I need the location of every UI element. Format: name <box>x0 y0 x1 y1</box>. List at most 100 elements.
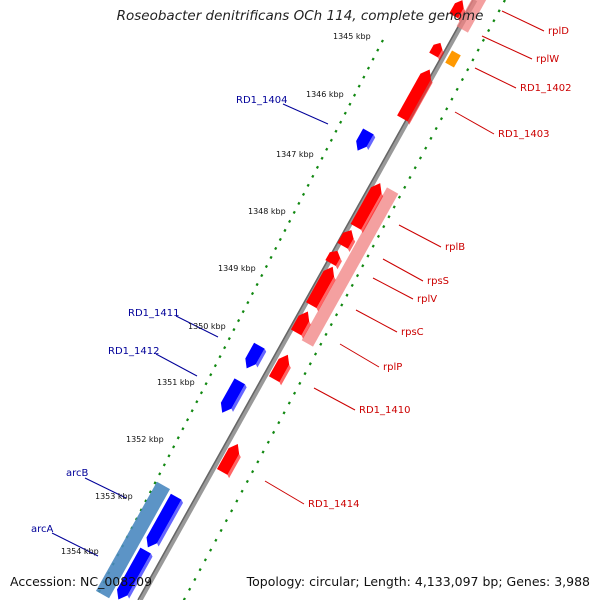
tick-mark <box>471 58 475 62</box>
gene-label-rplD: rplD <box>548 26 569 37</box>
tick-mark <box>382 224 386 229</box>
tick-mark <box>376 48 380 52</box>
gene-RD1_1414 <box>216 444 240 475</box>
gene-RD1_1402 <box>445 50 461 68</box>
tick-mark <box>230 509 234 513</box>
gene-rplD-shade <box>457 8 466 22</box>
gene-label-RD1_1404: RD1_1404 <box>236 95 287 106</box>
tick-mark <box>445 107 449 111</box>
leader-line <box>474 67 517 89</box>
tick-mark <box>195 400 199 404</box>
tick-mark <box>366 66 371 70</box>
tick-mark <box>172 445 176 449</box>
tick-mark <box>292 210 296 215</box>
tick-mark <box>188 587 192 591</box>
tick-mark <box>144 499 148 503</box>
leader-line <box>454 111 495 135</box>
tick-mark <box>366 254 370 258</box>
tick-mark <box>288 219 292 224</box>
ruler-label: 1353 kbp <box>95 492 133 501</box>
gene-RD1_1410 <box>268 354 290 383</box>
tick-mark <box>223 346 227 350</box>
gene-RD1_1403-shade <box>407 79 433 125</box>
tick-mark <box>209 548 213 552</box>
gene-label-RD1_1402: RD1_1402 <box>520 83 571 94</box>
tick-mark <box>148 490 152 494</box>
tick-mark <box>320 156 324 160</box>
gene-highlight-bar <box>95 481 171 599</box>
tick-mark <box>315 165 320 169</box>
tick-mark <box>298 381 302 386</box>
ruler-label: 1348 kbp <box>248 207 286 216</box>
topology-text: Topology: circular; Length: 4,133,097 bp… <box>246 574 590 589</box>
tick-mark <box>348 102 352 106</box>
tick-mark <box>424 146 428 150</box>
gene-label-rplV: rplV <box>417 294 437 305</box>
tick-mark <box>334 313 339 317</box>
gene-rplP <box>290 311 310 336</box>
gene-arcB-shade <box>157 499 184 547</box>
tick-mark <box>237 318 241 323</box>
gene-rplW-shade <box>437 49 445 61</box>
tick-mark <box>269 255 273 260</box>
gene-rpsC-shade <box>316 276 336 312</box>
gene-rpsS-shade <box>347 238 356 252</box>
tick-mark <box>246 300 250 305</box>
gene-label-RD1_1411: RD1_1411 <box>128 308 179 319</box>
ruler-label: 1347 kbp <box>276 150 314 159</box>
gene-RD1_1403 <box>397 69 431 122</box>
tick-mark <box>502 0 506 3</box>
gene-tick-marks <box>182 0 506 600</box>
ruler-label: 1349 kbp <box>218 264 256 273</box>
tick-mark <box>264 264 268 269</box>
tick-mark <box>403 185 407 189</box>
leader-line <box>282 103 329 125</box>
gene-arcA <box>117 547 151 600</box>
tick-mark <box>334 129 338 133</box>
tick-mark <box>181 427 185 431</box>
tick-mark <box>219 528 223 533</box>
tick-mark <box>260 273 264 278</box>
tick-mark <box>308 362 312 366</box>
gene-label-RD1_1414: RD1_1414 <box>308 499 359 510</box>
gene-rplW <box>429 42 443 58</box>
leader-line <box>264 480 305 505</box>
gene-RD1_1410-shade <box>279 364 291 386</box>
tick-mark <box>241 309 245 314</box>
gene-label-RD1_1410: RD1_1410 <box>359 405 410 416</box>
tick-mark <box>209 373 213 377</box>
gene-label-RD1_1412: RD1_1412 <box>108 346 159 357</box>
tick-mark <box>158 472 162 476</box>
tick-mark <box>450 97 454 101</box>
tick-mark <box>214 538 218 542</box>
tick-mark <box>139 508 143 512</box>
tick-mark <box>190 409 194 413</box>
tick-mark <box>355 273 360 278</box>
leader-line <box>313 387 356 411</box>
tick-mark <box>301 192 306 196</box>
gene-label-arcB: arcB <box>66 468 89 479</box>
tick-mark <box>361 264 365 268</box>
tick-mark <box>193 577 197 582</box>
gene-rplV-shade <box>335 258 342 270</box>
tick-mark <box>204 382 208 386</box>
tick-mark <box>235 499 239 503</box>
tick-mark <box>492 19 496 23</box>
gene-rplP-shade <box>301 321 311 339</box>
tick-mark <box>266 440 270 444</box>
gene-rplV <box>325 250 341 267</box>
tick-mark <box>362 75 366 79</box>
tick-mark <box>325 147 329 151</box>
gene-RD1_1414-shade <box>227 453 241 479</box>
accession-text: Accession: NC_008209 <box>10 574 153 589</box>
ruler-label: 1350 kbp <box>188 322 226 331</box>
tick-mark <box>397 195 402 199</box>
leader-line <box>501 10 545 32</box>
tick-mark <box>282 411 286 415</box>
tick-mark <box>476 48 480 52</box>
tick-mark <box>376 234 381 238</box>
tick-mark <box>176 436 180 440</box>
tick-mark <box>255 282 259 287</box>
tick-mark <box>256 460 260 464</box>
tick-mark <box>250 291 255 296</box>
